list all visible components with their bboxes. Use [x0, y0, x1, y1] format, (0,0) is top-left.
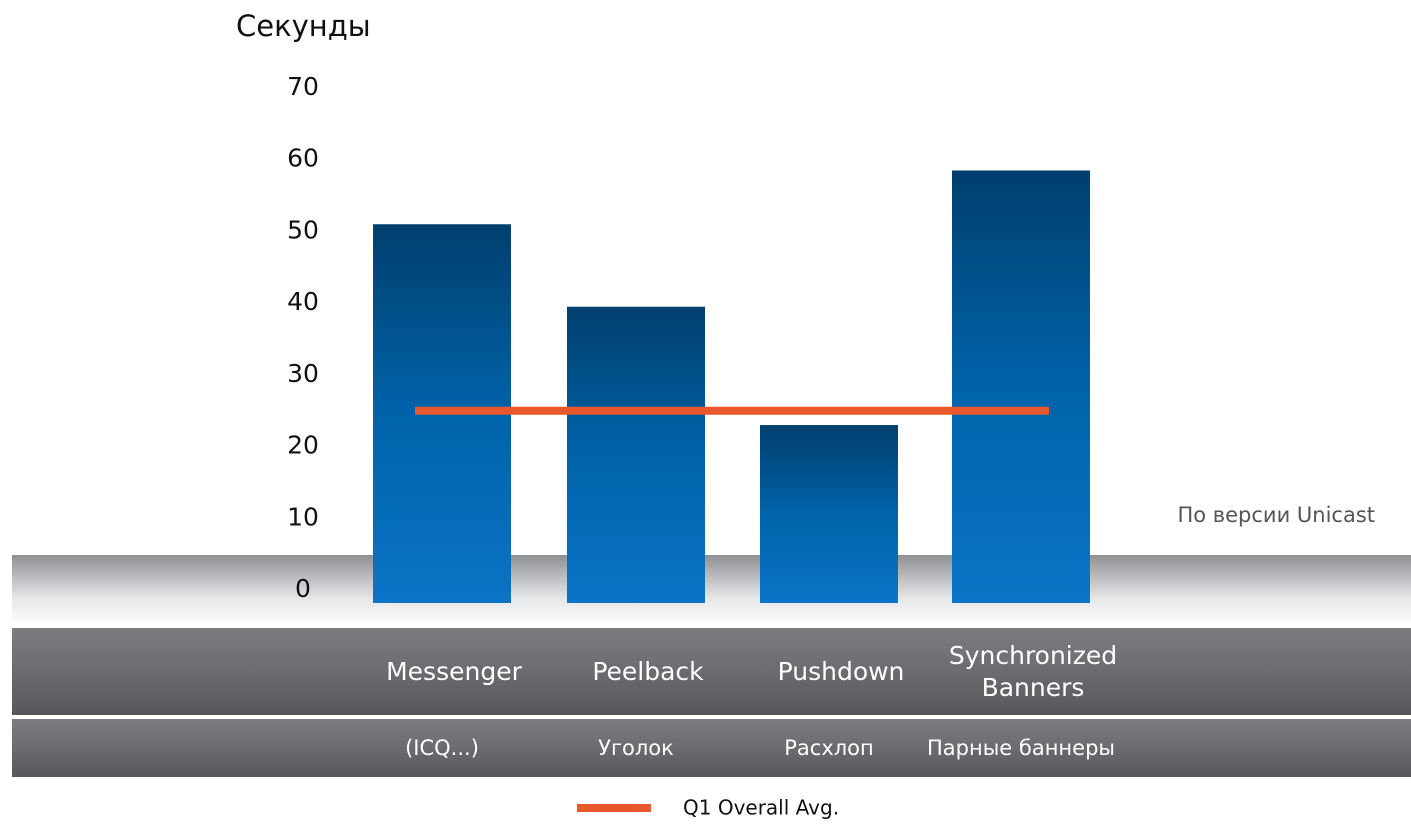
- x-tick-label: Synchronized Banners: [948, 641, 1118, 702]
- legend-label: Q1 Overall Avg.: [683, 796, 839, 820]
- y-axis-label: Секунды: [236, 9, 371, 43]
- x-tick-label: Pushdown: [777, 657, 905, 686]
- x-sub-label: Расхлоп: [784, 736, 874, 760]
- floor: [12, 555, 1411, 626]
- x-sub-label: Уголок: [598, 736, 674, 760]
- y-tick-label: 10: [287, 502, 319, 531]
- y-tick-label: 70: [287, 72, 319, 101]
- bar: [760, 425, 898, 603]
- annotation: По версии Unicast: [1177, 503, 1375, 527]
- y-tick-label: 50: [287, 215, 319, 244]
- y-tick-label: 30: [287, 359, 319, 388]
- y-tick-label: 40: [287, 287, 319, 316]
- y-tick-label: 60: [287, 144, 319, 173]
- x-sub-label: (ICQ...): [405, 736, 479, 760]
- x-tick-label: Messenger: [386, 657, 522, 686]
- y-tick-label: 20: [287, 431, 319, 460]
- category-band: [12, 628, 1411, 715]
- y-tick-label: 0: [295, 574, 311, 603]
- bar: [952, 170, 1090, 603]
- bar: [567, 306, 705, 603]
- subcategory-band: [12, 719, 1411, 777]
- x-tick-label: Peelback: [592, 657, 704, 686]
- x-sub-label: Парные баннеры: [926, 736, 1115, 760]
